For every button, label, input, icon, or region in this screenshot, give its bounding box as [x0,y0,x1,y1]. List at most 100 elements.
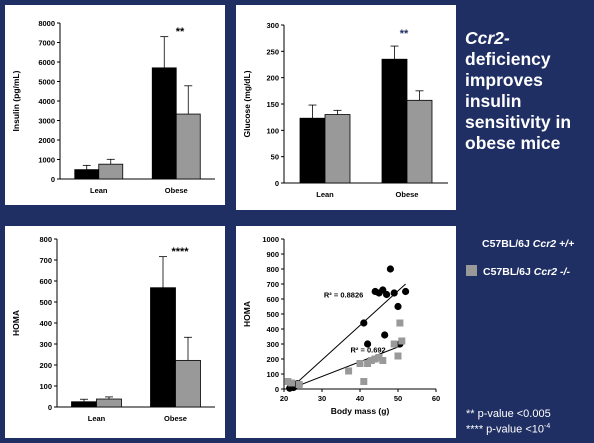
data-point [367,357,375,364]
y-axis-label: Insulin (pg/mL) [11,70,21,131]
significance-marker: ** [176,26,185,38]
bar [299,117,326,184]
data-point [390,340,398,348]
headline-text: deficiency improves insulin sensitivity … [465,49,572,153]
pvalue-text: p-value <10 [483,423,544,436]
glucose-chart-panel: 0 50 100 150 200 250 300 Lean Obese Glucose (mg/d… [236,5,456,210]
homa-chart: 0 100 200 300 400 500 600 700 800 Lean Obese HOMA **… [11,235,215,423]
y-tick-label: 250 [266,47,279,56]
homa-vs-body-mass-chart-panel: 0 100 200 300 400 500 600 700 800 900 1000 20 30 40 50… [236,226,456,438]
bar [98,163,124,180]
legend-item-knockout: C57BL/6J Ccr2 -/- [466,265,570,278]
r-squared-label: R² = 0.8826 [324,291,363,300]
x-tick-label: 40 [356,394,364,403]
y-tick-label: 6000 [38,58,55,67]
data-point [356,360,364,367]
x-category-label: Obese [396,190,419,199]
data-point [394,352,402,360]
y-tick-label: 50 [271,153,279,162]
trend-line [291,345,402,389]
legend-item-wildtype: C57BL/6J Ccr2 +/+ [482,238,574,250]
data-point [390,289,398,297]
data-point [379,357,387,364]
y-tick-label: 7000 [38,39,55,48]
insulin-chart-panel: 0 1000 2000 3000 4000 5000 6000 7000 8000 Lean Obe… [5,5,225,205]
y-tick-label: 100 [266,126,279,135]
r-squared-label: R² = 0.692 [351,345,386,354]
x-category-label: Obese [164,414,187,423]
y-tick-label: 0 [51,175,55,184]
x-category-label: Lean [316,190,334,199]
y-tick-label: 150 [266,100,279,109]
data-point [386,265,394,273]
x-tick-label: 60 [432,394,440,403]
y-tick-label: 8000 [38,19,55,28]
x-category-label: Lean [90,186,108,195]
y-tick-label: 700 [39,256,52,265]
y-tick-label: 100 [266,370,279,379]
legend-gene: Ccr2 -/- [533,266,570,278]
y-tick-label: 200 [266,74,279,83]
y-tick-label: 700 [266,280,279,289]
bar [175,359,201,408]
bar [151,67,177,180]
x-tick-label: 30 [318,394,326,403]
headline-gene: Ccr2- [465,28,510,48]
bar [324,114,351,184]
data-point [398,337,406,345]
pvalue-note-two-star: ** p-value <0.005 [466,408,551,420]
pvalue-exponent: -4 [543,423,551,430]
pvalue-marker: ** [466,408,475,420]
bar [96,398,122,408]
pvalue-marker: **** [466,423,484,436]
y-tick-label: 0 [48,403,52,412]
bar [71,401,97,408]
y-tick-label: 100 [39,382,52,391]
legend-prefix: C57BL/6J [483,266,531,278]
data-point [394,302,402,311]
x-tick-label: 20 [280,394,288,403]
y-tick-label: 200 [266,355,279,364]
significance-marker: ** [400,28,409,40]
data-point [396,319,404,327]
bar [381,58,408,184]
bar [150,287,176,408]
y-tick-label: 800 [39,235,52,244]
data-point [402,287,410,296]
y-tick-label: 800 [266,265,279,274]
y-tick-label: 200 [39,361,52,370]
headline: Ccr2- deficiency improves insulin sensit… [465,28,590,154]
homa-chart-panel: 0 100 200 300 400 500 600 700 800 Lean Obese HOMA **… [5,226,225,438]
bar [175,113,201,180]
x-axis-label: Body mass (g) [331,406,390,416]
y-tick-label: 3000 [38,117,55,126]
y-tick-label: 5000 [38,78,55,87]
x-category-label: Obese [165,186,188,195]
y-axis-label: HOMA [11,310,21,336]
y-tick-label: 400 [39,319,52,328]
insulin-chart: 0 1000 2000 3000 4000 5000 6000 7000 8000 Lean Obe… [11,19,215,195]
y-tick-label: 300 [39,340,52,349]
data-point [345,367,353,375]
data-point [288,379,296,387]
legend-swatch-knockout [466,265,477,276]
y-tick-label: 300 [266,21,279,30]
bar [406,99,433,184]
pvalue-note-four-star: **** p-value <10-4 [466,423,550,436]
y-tick-label: 900 [266,250,279,259]
significance-marker: **** [171,246,189,258]
bar [74,169,100,180]
y-tick-label: 1000 [262,235,279,244]
data-point [295,381,303,388]
legend-gene: Ccr2 +/+ [532,238,575,250]
legend-prefix: C57BL/6J [482,238,530,250]
glucose-chart: 0 50 100 150 200 250 300 Lean Obese Glucose (mg/d… [242,21,448,199]
y-tick-label: 1000 [38,156,55,165]
data-point [360,319,368,327]
data-point [375,354,383,361]
data-point [364,340,372,348]
data-point [383,290,391,299]
y-tick-label: 500 [266,310,279,319]
y-tick-label: 0 [275,385,279,394]
